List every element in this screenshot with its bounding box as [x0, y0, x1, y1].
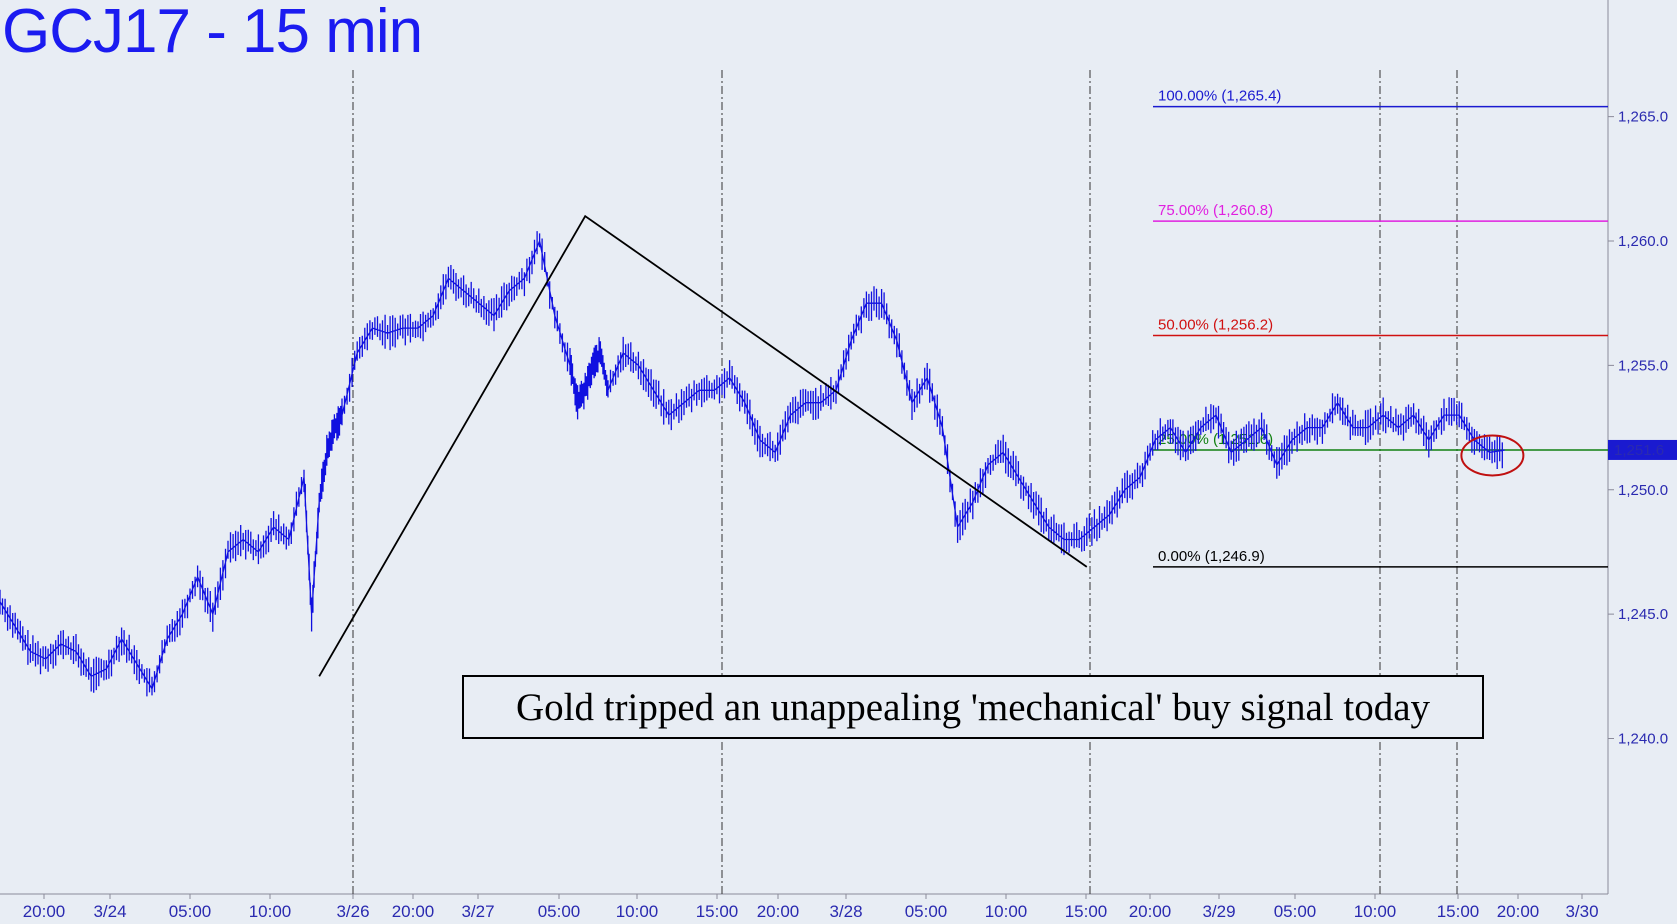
current-price-label: 1,251.6 — [1614, 442, 1664, 459]
x-tick-label: 3/26 — [336, 902, 369, 921]
y-tick-label: 1,265.0 — [1618, 109, 1668, 126]
x-tick-label: 3/29 — [1202, 902, 1235, 921]
x-tick-label: 3/28 — [829, 902, 862, 921]
highlight-circle — [1460, 434, 1525, 477]
x-tick-label: 10:00 — [249, 902, 292, 921]
x-tick-label: 20:00 — [23, 902, 66, 921]
x-tick-label: 05:00 — [538, 902, 581, 921]
x-tick-label: 05:00 — [905, 902, 948, 921]
x-tick-label: 10:00 — [616, 902, 659, 921]
y-tick-label: 1,240.0 — [1618, 731, 1668, 748]
price-series-line — [0, 231, 1505, 697]
fib-level-label: 75.00% (1,260.8) — [1158, 202, 1273, 219]
current-price-badge — [1608, 439, 1677, 460]
chart-title: GCJ17 - 15 min — [2, 0, 423, 66]
x-tick-label: 10:00 — [1354, 902, 1397, 921]
x-tick-label: 3/27 — [461, 902, 494, 921]
x-tick-label: 05:00 — [1274, 902, 1317, 921]
fib-level-label: 50.00% (1,256.2) — [1158, 317, 1273, 334]
annotation-box: Gold tripped an unappealing 'mechanical'… — [462, 675, 1484, 739]
fib-level-label: 100.00% (1,265.4) — [1158, 88, 1281, 105]
x-tick-label: 3/30 — [1565, 902, 1598, 921]
fib-level-label: 0.00% (1,246.9) — [1158, 548, 1265, 565]
x-tick-label: 20:00 — [1129, 902, 1172, 921]
y-tick-label: 1,250.0 — [1618, 482, 1668, 499]
x-tick-label: 20:00 — [392, 902, 435, 921]
x-tick-label: 15:00 — [1437, 902, 1480, 921]
y-tick-label: 1,260.0 — [1618, 233, 1668, 250]
trend-line — [318, 214, 1088, 677]
y-tick-label: 1,255.0 — [1618, 357, 1668, 374]
x-tick-label: 15:00 — [1065, 902, 1108, 921]
x-tick-label: 05:00 — [169, 902, 212, 921]
x-tick-label: 3/24 — [93, 902, 126, 921]
x-tick-label: 15:00 — [696, 902, 739, 921]
x-tick-label: 20:00 — [1497, 902, 1540, 921]
x-tick-label: 10:00 — [985, 902, 1028, 921]
x-tick-label: 20:00 — [757, 902, 800, 921]
y-tick-label: 1,245.0 — [1618, 606, 1668, 623]
